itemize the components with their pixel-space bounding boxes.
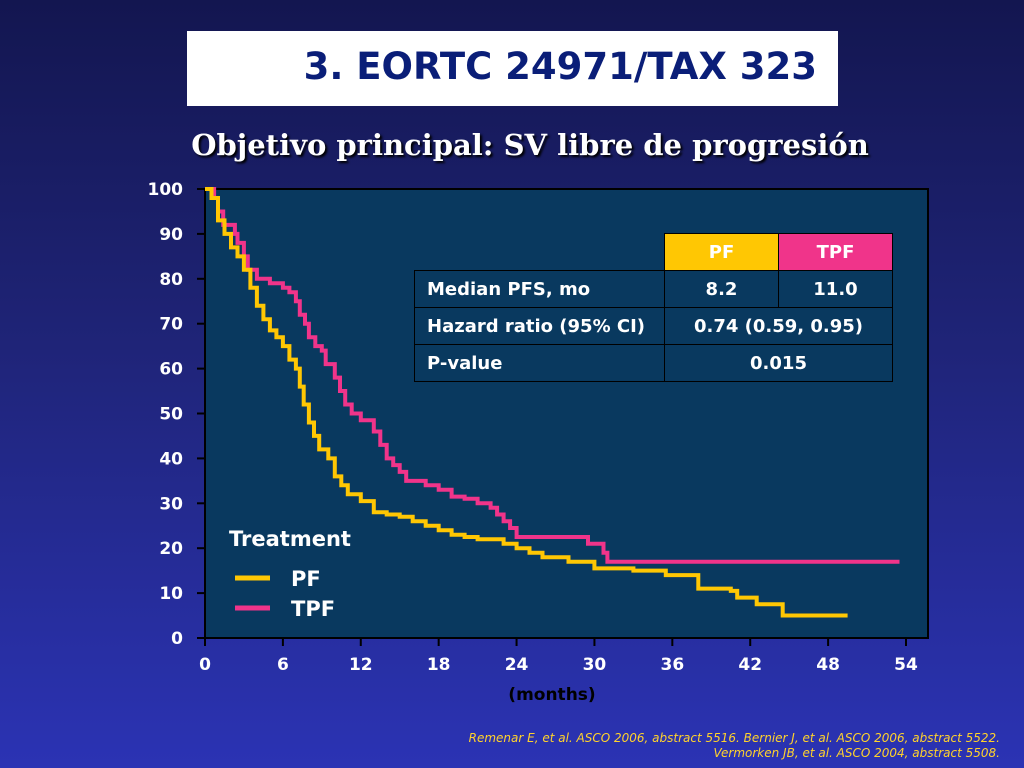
y-tick-label: 20 <box>159 539 183 559</box>
y-tick-label: 90 <box>159 225 183 245</box>
table-row: Hazard ratio (95% CI) 0.74 (0.59, 0.95) <box>414 307 893 345</box>
y-tick-label: 10 <box>159 584 183 604</box>
slide-subtitle: Objetivo principal: SV libre de progresi… <box>191 128 869 162</box>
series-layer <box>205 187 900 618</box>
y-tick-label: 40 <box>159 449 183 469</box>
hazard-ratio-value: 0.74 (0.59, 0.95) <box>664 307 893 345</box>
table-header-pf: PF <box>664 233 779 271</box>
y-tick-label: 0 <box>171 629 183 649</box>
x-tick-label: 42 <box>738 655 762 675</box>
legend-title: Treatment <box>229 527 351 551</box>
p-value: 0.015 <box>664 344 893 382</box>
references: Remenar E, et al. ASCO 2006, abstract 55… <box>469 731 1000 761</box>
y-tick-label: 80 <box>159 270 183 290</box>
slide-title: 3. EORTC 24971/TAX 323 <box>303 45 817 88</box>
y-tick-label: 50 <box>159 405 183 425</box>
results-table: PF TPF Median PFS, mo 8.2 11.0 Hazard ra… <box>414 233 893 382</box>
title-box: 3. EORTC 24971/TAX 323 <box>187 31 838 106</box>
reference-line: Remenar E, et al. ASCO 2006, abstract 55… <box>468 731 1000 745</box>
y-tick-label: 60 <box>159 360 183 380</box>
table-header-tpf: TPF <box>778 233 893 271</box>
y-tick-label: 30 <box>159 494 183 514</box>
x-tick-label: 30 <box>583 655 607 675</box>
row-label-pvalue: P-value <box>414 344 665 382</box>
y-tick-label: 70 <box>159 315 183 335</box>
x-tick-label: 36 <box>660 655 684 675</box>
legend-label-pf: PF <box>291 567 321 591</box>
median-pf-value: 8.2 <box>664 270 779 308</box>
row-label-hazard: Hazard ratio (95% CI) <box>414 307 665 345</box>
x-tick-label: 48 <box>816 655 840 675</box>
axes: 0 10 20 30 40 50 60 70 80 90 100 0 6 12 18 24 30 36 42 48 54 <box>148 180 918 675</box>
x-tick-label: 18 <box>427 655 451 675</box>
table-row: P-value 0.015 <box>414 344 893 382</box>
reference-line: Vermorken JB, et al. ASCO 2004, abstract… <box>713 746 1000 760</box>
median-tpf-value: 11.0 <box>778 270 893 308</box>
row-label-median: Median PFS, mo <box>414 270 665 308</box>
y-tick-label: 100 <box>148 180 184 200</box>
x-tick-label: 12 <box>349 655 373 675</box>
series-pf-line <box>205 187 848 618</box>
x-tick-label: 6 <box>277 655 289 675</box>
legend-label-tpf: TPF <box>291 597 335 621</box>
x-axis-label: (months) <box>508 685 595 705</box>
x-tick-label: 54 <box>894 655 918 675</box>
table-row: Median PFS, mo 8.2 11.0 <box>414 270 893 308</box>
x-tick-label: 0 <box>199 655 211 675</box>
table-header-row: PF TPF <box>415 233 893 271</box>
table-corner <box>415 234 665 271</box>
legend: Treatment PF TPF <box>229 527 351 621</box>
x-tick-label: 24 <box>505 655 529 675</box>
